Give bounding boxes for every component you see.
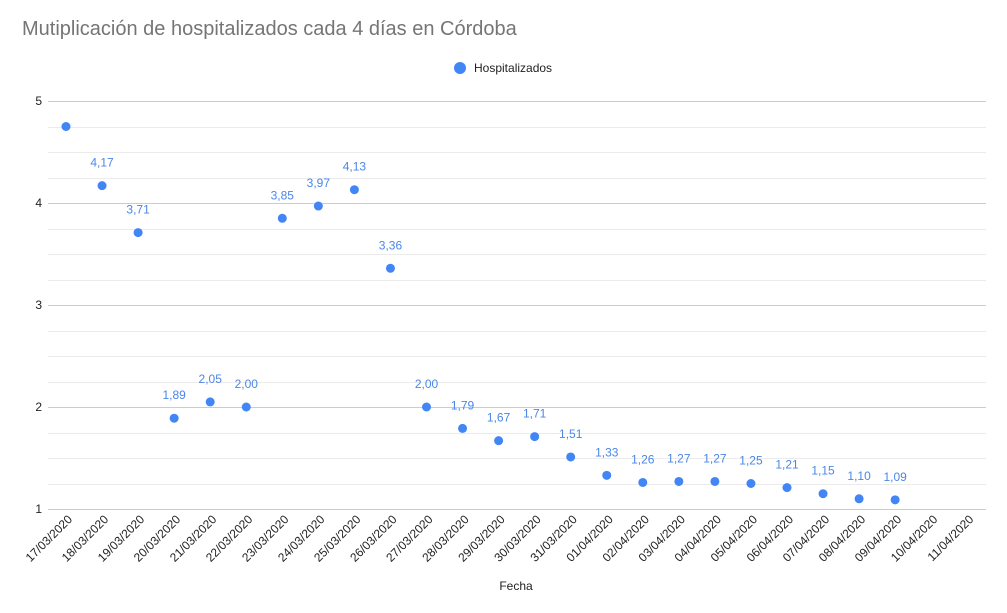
data-point[interactable] — [385, 263, 395, 273]
data-point[interactable] — [277, 213, 287, 223]
legend-marker-hospitalizados — [454, 62, 466, 74]
y-tick-label: 3 — [35, 298, 42, 312]
data-label: 3,97 — [307, 176, 331, 190]
data-label: 2,00 — [235, 377, 259, 391]
grid-lines — [48, 101, 986, 510]
data-point[interactable] — [674, 476, 684, 486]
data-point[interactable] — [746, 479, 756, 488]
data-label: 2,05 — [199, 372, 223, 386]
data-label: 4,17 — [90, 156, 114, 170]
x-axis-ticks: 17/03/202018/03/202019/03/202020/03/2020… — [23, 512, 977, 565]
y-axis-ticks: 1 2 3 4 5 — [35, 94, 42, 516]
data-label: 1,33 — [595, 445, 619, 459]
data-point[interactable] — [566, 452, 576, 462]
data-label: 1,27 — [703, 451, 727, 465]
data-label: 1,09 — [883, 470, 907, 484]
data-label: 1,27 — [667, 451, 691, 465]
data-label: 1,26 — [631, 452, 655, 466]
data-points — [61, 122, 900, 505]
data-point[interactable] — [169, 413, 179, 423]
data-point[interactable] — [241, 402, 251, 412]
chart-title: Mutiplicación de hospitalizados cada 4 d… — [22, 18, 517, 40]
y-tick-label: 1 — [35, 502, 42, 516]
data-point[interactable] — [61, 122, 71, 131]
data-label: 3,85 — [271, 188, 295, 202]
data-point[interactable] — [97, 181, 107, 191]
data-point[interactable] — [638, 477, 648, 487]
data-point[interactable] — [205, 397, 215, 407]
data-label: 3,36 — [379, 238, 403, 252]
data-point[interactable] — [818, 489, 828, 499]
data-point[interactable] — [782, 483, 792, 493]
y-tick-label: 2 — [35, 400, 42, 414]
data-point[interactable] — [890, 495, 900, 505]
data-point[interactable] — [530, 432, 540, 442]
data-label: 1,79 — [451, 398, 475, 412]
data-point[interactable] — [313, 201, 323, 211]
data-point[interactable] — [458, 423, 468, 433]
data-point[interactable] — [710, 476, 720, 486]
y-tick-label: 4 — [35, 196, 42, 210]
data-label: 4,13 — [343, 160, 367, 174]
data-point[interactable] — [133, 228, 143, 238]
data-point[interactable] — [602, 470, 612, 480]
data-label: 1,15 — [811, 464, 835, 478]
data-label: 2,00 — [415, 377, 439, 391]
legend-label-hospitalizados: Hospitalizados — [474, 61, 552, 75]
data-label: 1,89 — [162, 388, 186, 402]
data-label: 1,71 — [523, 407, 547, 421]
data-label: 1,10 — [847, 469, 871, 483]
data-point[interactable] — [422, 402, 431, 412]
x-axis-title: Fecha — [499, 579, 533, 593]
chart-legend[interactable]: Hospitalizados — [454, 61, 552, 75]
y-tick-label: 5 — [35, 94, 42, 108]
data-point[interactable] — [494, 436, 504, 446]
data-point[interactable] — [349, 185, 359, 195]
data-label: 1,67 — [487, 411, 511, 425]
data-labels: 4,17 3,71 1,89 2,05 2,00 3,85 3,97 4,13 3,36 2,00… — [90, 156, 907, 484]
data-label: 1,25 — [739, 454, 763, 468]
data-label: 1,21 — [775, 458, 799, 472]
data-label: 1,51 — [559, 427, 583, 441]
data-label: 3,71 — [126, 203, 150, 217]
data-point[interactable] — [854, 494, 864, 504]
